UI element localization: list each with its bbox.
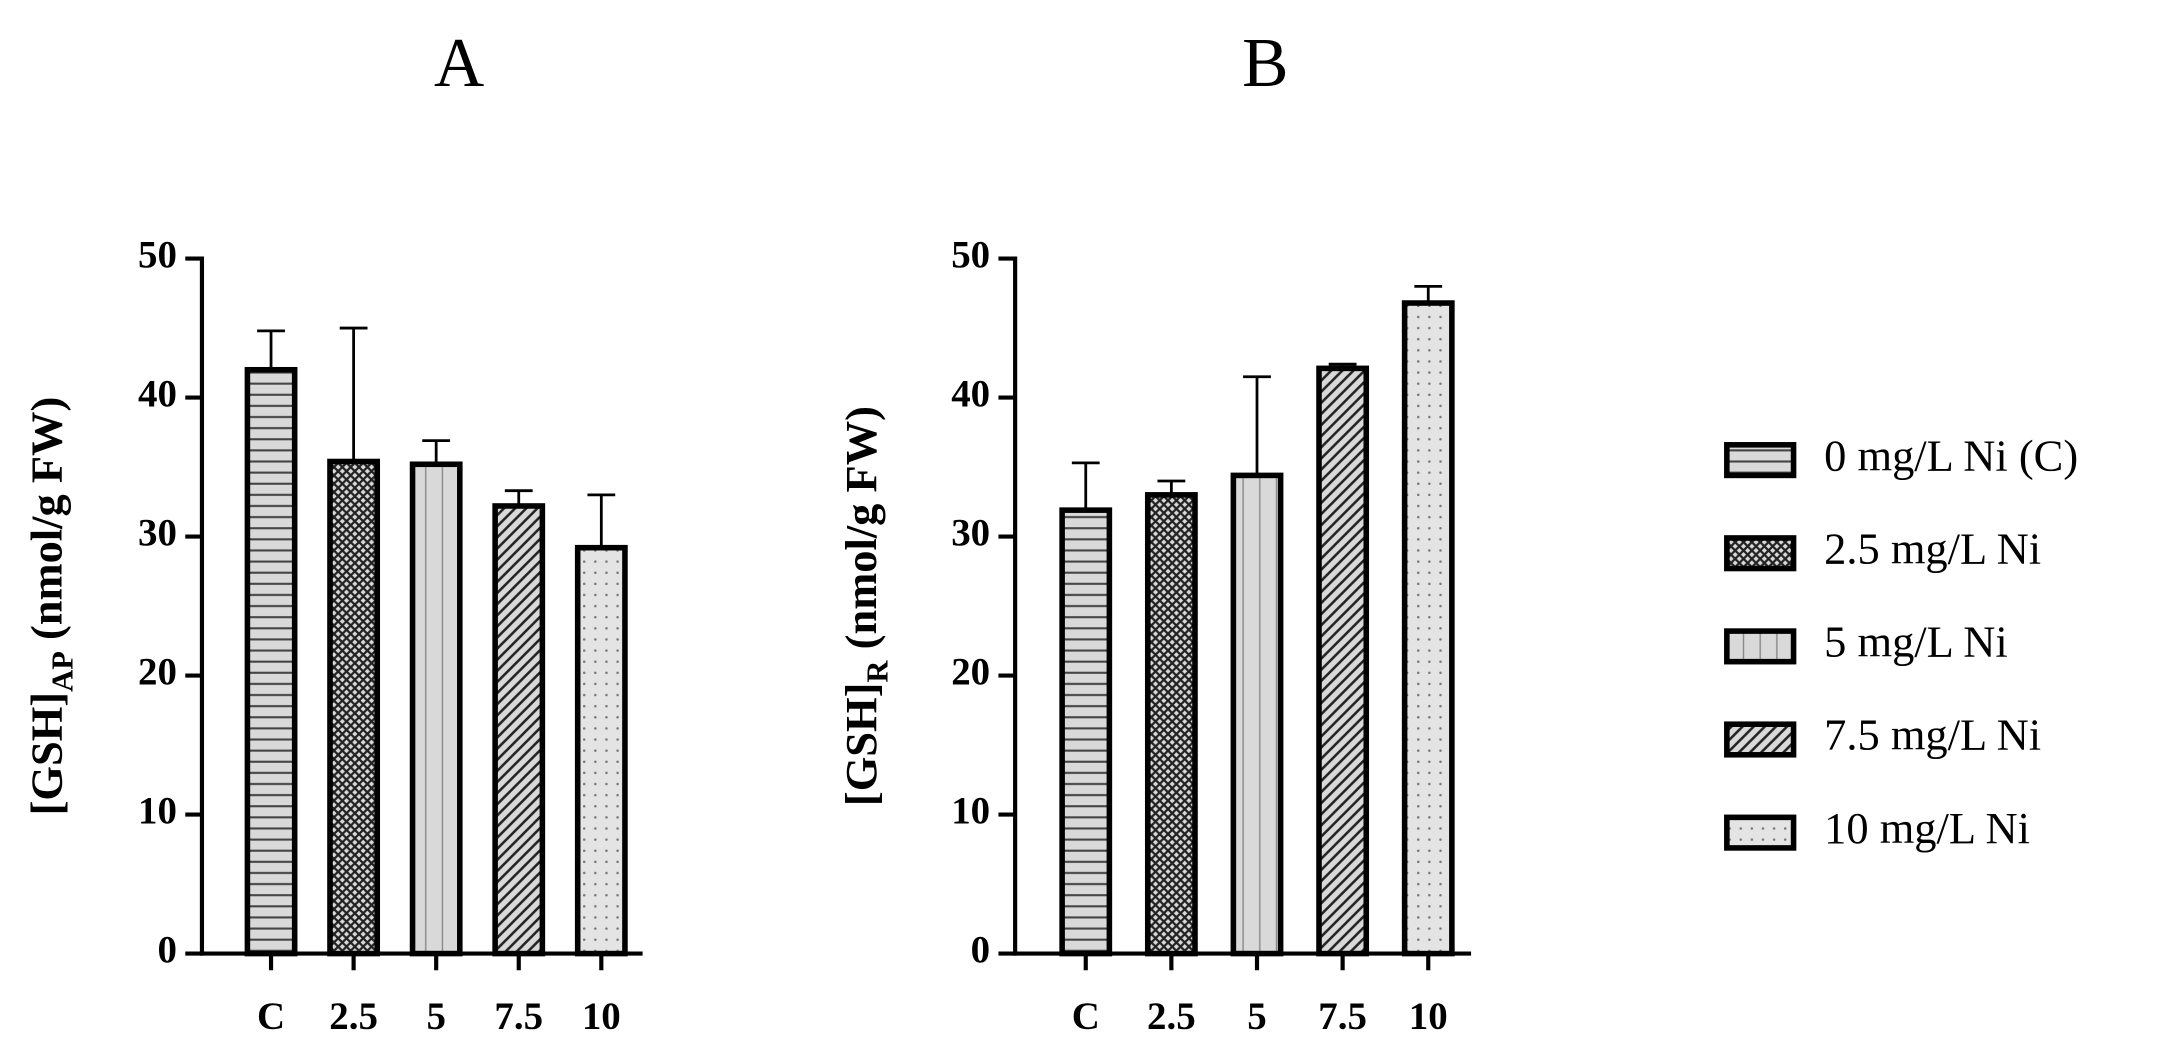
- y-tick-label: 0: [971, 929, 990, 972]
- bar: [1059, 507, 1113, 957]
- x-tick-label: 7.5: [1318, 995, 1367, 1038]
- y-axis-label: [GSH]R (nmol/g FW): [836, 406, 894, 806]
- bar: [244, 366, 298, 957]
- y-label-unit: (nmol/g FW): [836, 406, 886, 660]
- y-tick-label: 20: [138, 651, 177, 694]
- x-tick-label: 10: [1409, 995, 1448, 1038]
- y-tick-label: 30: [951, 511, 990, 554]
- chart-title: A: [434, 25, 484, 102]
- legend-swatch: [1724, 721, 1797, 758]
- legend-swatch: [1724, 442, 1797, 479]
- y-tick-label: 40: [138, 372, 177, 415]
- y-tick-label: 50: [951, 233, 990, 276]
- legend-swatch: [1724, 535, 1797, 572]
- y-tick-label: 20: [951, 651, 990, 694]
- x-tick-label: 5: [426, 995, 445, 1038]
- x-tick-label: 5: [1247, 995, 1266, 1038]
- x-tick-label: 2.5: [329, 995, 378, 1038]
- y-axis-label: [GSH]AP (nmol/g FW): [22, 397, 80, 816]
- legend-label: 0 mg/L Ni (C): [1824, 430, 2078, 480]
- y-tick-label: 10: [138, 790, 177, 833]
- bar: [1230, 472, 1284, 957]
- x-tick-label: 2.5: [1147, 995, 1196, 1038]
- y-label-main: [GSH]: [22, 692, 72, 816]
- y-tick-label: 30: [138, 511, 177, 554]
- y-label-sub: AP: [46, 651, 80, 692]
- legend-label: 10 mg/L Ni: [1824, 803, 2030, 853]
- x-tick-label: 10: [582, 995, 621, 1038]
- legend-label: 2.5 mg/L Ni: [1824, 523, 2041, 573]
- y-label-sub: R: [860, 660, 894, 683]
- bar: [327, 458, 381, 957]
- legend-swatch: [1724, 814, 1797, 851]
- legend-swatch: [1724, 628, 1797, 665]
- y-tick-label: 40: [951, 372, 990, 415]
- legend-label: 5 mg/L Ni: [1824, 617, 2008, 667]
- y-tick-label: 50: [138, 233, 177, 276]
- bar: [1316, 365, 1370, 957]
- bar: [492, 503, 546, 957]
- bar: [1401, 300, 1455, 957]
- y-tick-label: 0: [157, 929, 176, 972]
- bar: [409, 461, 463, 957]
- x-tick-label: C: [1072, 995, 1100, 1038]
- y-label-unit: (nmol/g FW): [22, 397, 72, 651]
- bar: [1144, 492, 1198, 957]
- x-tick-label: 7.5: [494, 995, 543, 1038]
- chart-title: B: [1242, 25, 1288, 102]
- y-label-main: [GSH]: [836, 683, 886, 807]
- legend-label: 7.5 mg/L Ni: [1824, 710, 2041, 760]
- y-tick-label: 10: [951, 790, 990, 833]
- bar: [574, 544, 628, 957]
- x-tick-label: C: [257, 995, 285, 1038]
